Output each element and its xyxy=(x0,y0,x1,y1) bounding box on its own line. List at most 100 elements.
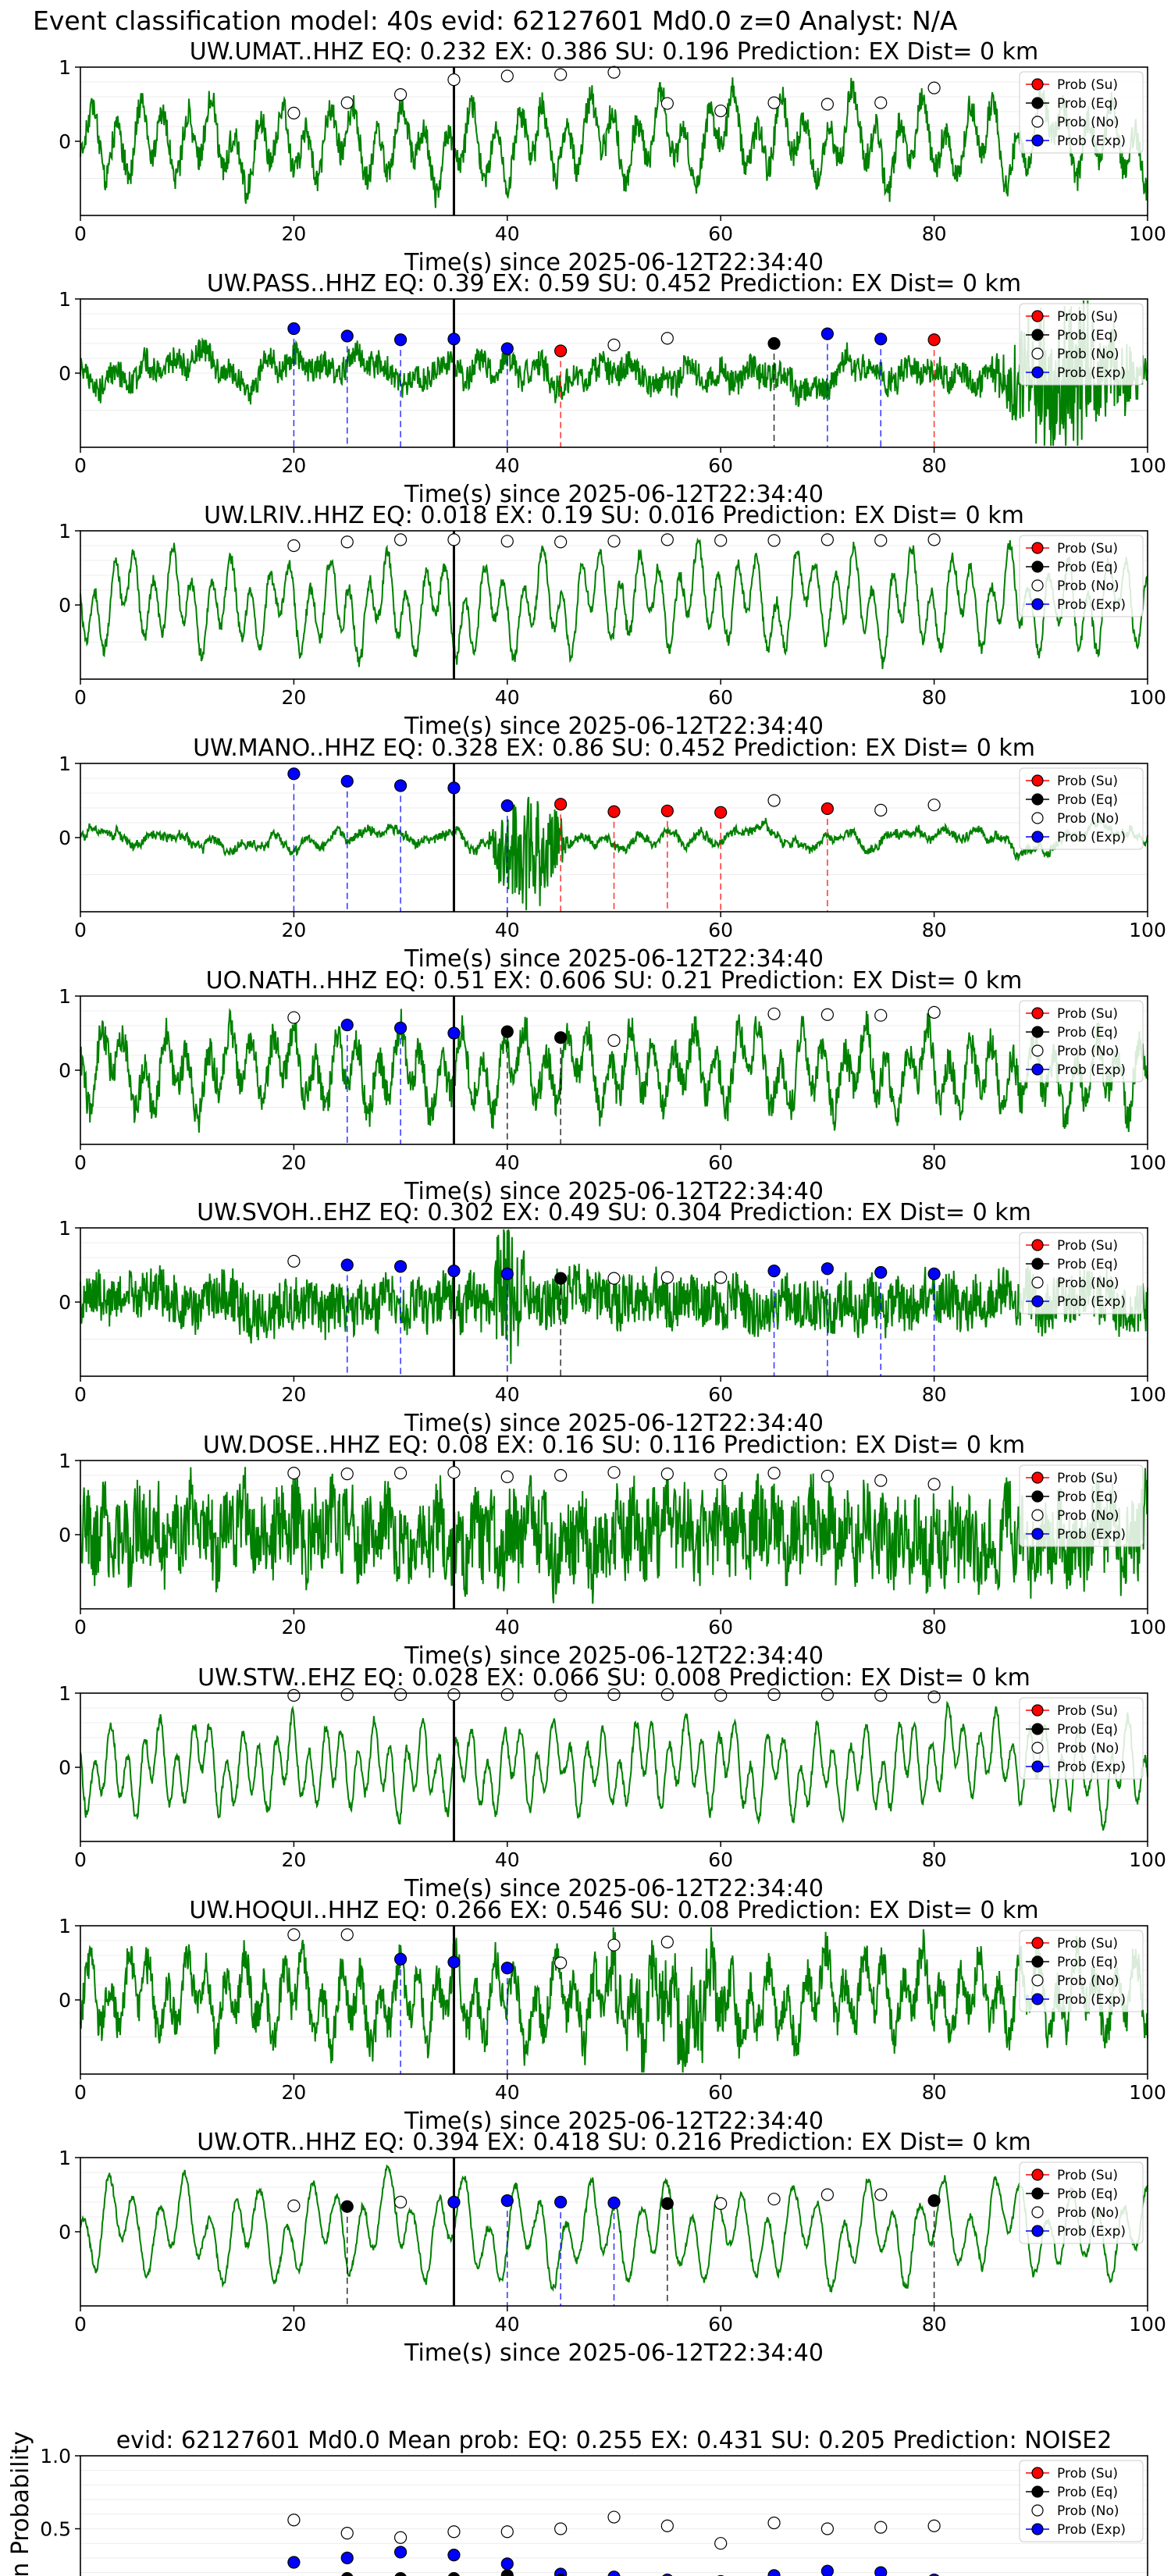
probability-point-exp xyxy=(447,333,461,346)
mean-point-exp xyxy=(554,2567,568,2576)
legend: Prob (Su) Prob (Eq) Prob (No) Prob (Exp) xyxy=(1019,1930,1144,2012)
x-tick-label: 60 xyxy=(708,919,733,941)
probability-point-no xyxy=(660,332,674,345)
probability-point-exp xyxy=(393,1952,408,1966)
y-tick-label: 0 xyxy=(59,594,71,617)
legend-marker-eq xyxy=(1031,2485,1044,2498)
probability-point-no xyxy=(874,96,888,109)
mean-point-exp xyxy=(874,2566,888,2576)
probability-point-exp xyxy=(500,1962,514,1975)
x-tick-label: 40 xyxy=(495,2313,520,2336)
legend-label: Prob (No) xyxy=(1057,1276,1119,1291)
legend-box xyxy=(1019,303,1144,386)
mean-point-eq xyxy=(447,2571,460,2576)
probability-point-no xyxy=(607,1688,621,1701)
x-tick-label: 0 xyxy=(74,686,87,709)
x-axis-label: Time(s) since 2025-06-12T22:34:40 xyxy=(404,713,824,740)
legend: Prob (Su) Prob (Eq) Prob (No) Prob (Exp) xyxy=(1019,1697,1144,1780)
x-axis-label: Time(s) since 2025-06-12T22:34:40 xyxy=(404,1642,824,1670)
waveform-trace xyxy=(80,77,1148,208)
x-tick-label: 20 xyxy=(281,1383,306,1406)
legend-label: Prob (Exp) xyxy=(1057,1759,1126,1775)
x-axis-label: Time(s) since 2025-06-12T22:34:40 xyxy=(404,481,824,508)
probability-point-no xyxy=(607,66,621,79)
legend-marker-no xyxy=(1031,1974,1044,1987)
probability-point-eq xyxy=(927,2194,941,2208)
legend-marker-exp xyxy=(1031,366,1044,379)
x-tick-label: 60 xyxy=(708,2313,733,2336)
probability-point-exp xyxy=(340,1018,354,1032)
x-axis-label: Time(s) since 2025-06-12T22:34:40 xyxy=(404,1410,824,1437)
legend-marker-eq xyxy=(1031,793,1044,806)
legend-box xyxy=(1019,535,1144,617)
panels: UW.UMAT..HHZ EQ: 0.232 EX: 0.386 SU: 0.1… xyxy=(7,38,1166,2576)
x-tick-label: 100 xyxy=(1129,454,1166,477)
probability-point-exp xyxy=(820,327,835,340)
x-tick-label: 40 xyxy=(495,1616,520,1638)
x-tick-label: 0 xyxy=(74,2313,87,2336)
probability-point-no xyxy=(554,68,568,81)
x-tick-label: 40 xyxy=(495,686,520,709)
x-tick-label: 0 xyxy=(74,222,87,245)
mean-point-no xyxy=(607,2510,621,2524)
probability-point-no xyxy=(287,1467,301,1480)
x-tick-label: 60 xyxy=(708,2081,733,2104)
legend-box xyxy=(1019,1232,1144,1315)
x-tick-label: 80 xyxy=(922,222,947,245)
probability-point-no xyxy=(874,534,888,547)
probability-point-su xyxy=(820,802,835,816)
probability-point-no xyxy=(874,803,888,817)
station-panel: UW.PASS..HHZ EQ: 0.39 EX: 0.59 SU: 0.452… xyxy=(59,270,1166,508)
legend-marker-no xyxy=(1031,347,1044,360)
legend-label: Prob (Eq) xyxy=(1057,1722,1118,1738)
x-tick-label: 0 xyxy=(74,1616,87,1638)
probability-point-no xyxy=(874,1474,888,1487)
x-tick-label: 100 xyxy=(1129,2081,1166,2104)
probability-point-no xyxy=(714,1271,728,1284)
x-tick-label: 100 xyxy=(1129,1616,1166,1638)
legend-marker-su xyxy=(1031,310,1044,322)
panel-title: UW.OTR..HHZ EQ: 0.394 EX: 0.418 SU: 0.21… xyxy=(197,2129,1030,2156)
probability-point-no xyxy=(393,1467,408,1480)
legend: Prob (Su) Prob (Eq) Prob (No) Prob (Exp) xyxy=(1019,303,1144,386)
legend-label: Prob (Eq) xyxy=(1057,560,1118,575)
panel-title: UO.NATH..HHZ EQ: 0.51 EX: 0.606 SU: 0.21… xyxy=(206,967,1023,994)
probability-point-no xyxy=(500,1470,514,1484)
x-tick-label: 40 xyxy=(495,1383,520,1406)
x-tick-label: 100 xyxy=(1129,2313,1166,2336)
probability-point-exp xyxy=(447,781,461,795)
probability-point-no xyxy=(820,2188,835,2201)
station-panel: UW.HOQUI..HHZ EQ: 0.266 EX: 0.546 SU: 0.… xyxy=(59,1897,1166,2135)
x-tick-label: 60 xyxy=(708,686,733,709)
probability-point-no xyxy=(287,1688,301,1702)
y-tick-label: 0.5 xyxy=(40,2518,71,2541)
probability-point-no xyxy=(340,1467,354,1481)
legend-marker-exp xyxy=(1031,1063,1044,1076)
x-tick-label: 80 xyxy=(922,2313,947,2336)
legend-box xyxy=(1019,1697,1144,1780)
probability-point-eq xyxy=(554,1031,568,1044)
station-panel: UW.MANO..HHZ EQ: 0.328 EX: 0.86 SU: 0.45… xyxy=(59,735,1166,973)
probability-point-no xyxy=(820,1469,835,1483)
legend-label: Prob (Exp) xyxy=(1057,830,1126,845)
plot-area xyxy=(80,996,1148,1144)
probability-point-no xyxy=(660,1935,674,1948)
x-tick-label: 20 xyxy=(281,919,306,941)
mean-point-exp xyxy=(447,2549,461,2562)
legend-marker-su xyxy=(1031,1239,1044,1251)
probability-point-no xyxy=(767,534,781,547)
x-tick-label: 0 xyxy=(74,1151,87,1174)
legend-marker-no xyxy=(1031,1276,1044,1289)
probability-point-no xyxy=(287,539,301,553)
mean-point-exp xyxy=(929,2573,940,2576)
y-tick-label: 1 xyxy=(59,753,71,775)
legend-marker-exp xyxy=(1031,2225,1044,2237)
x-tick-label: 40 xyxy=(495,1848,520,1871)
probability-point-no xyxy=(554,535,568,549)
probability-point-no xyxy=(874,1009,888,1022)
probability-point-exp xyxy=(287,767,301,781)
probability-point-no xyxy=(874,2188,888,2201)
legend-label: Prob (No) xyxy=(1057,347,1119,362)
y-axis-label: Mean Probability xyxy=(7,2432,34,2576)
